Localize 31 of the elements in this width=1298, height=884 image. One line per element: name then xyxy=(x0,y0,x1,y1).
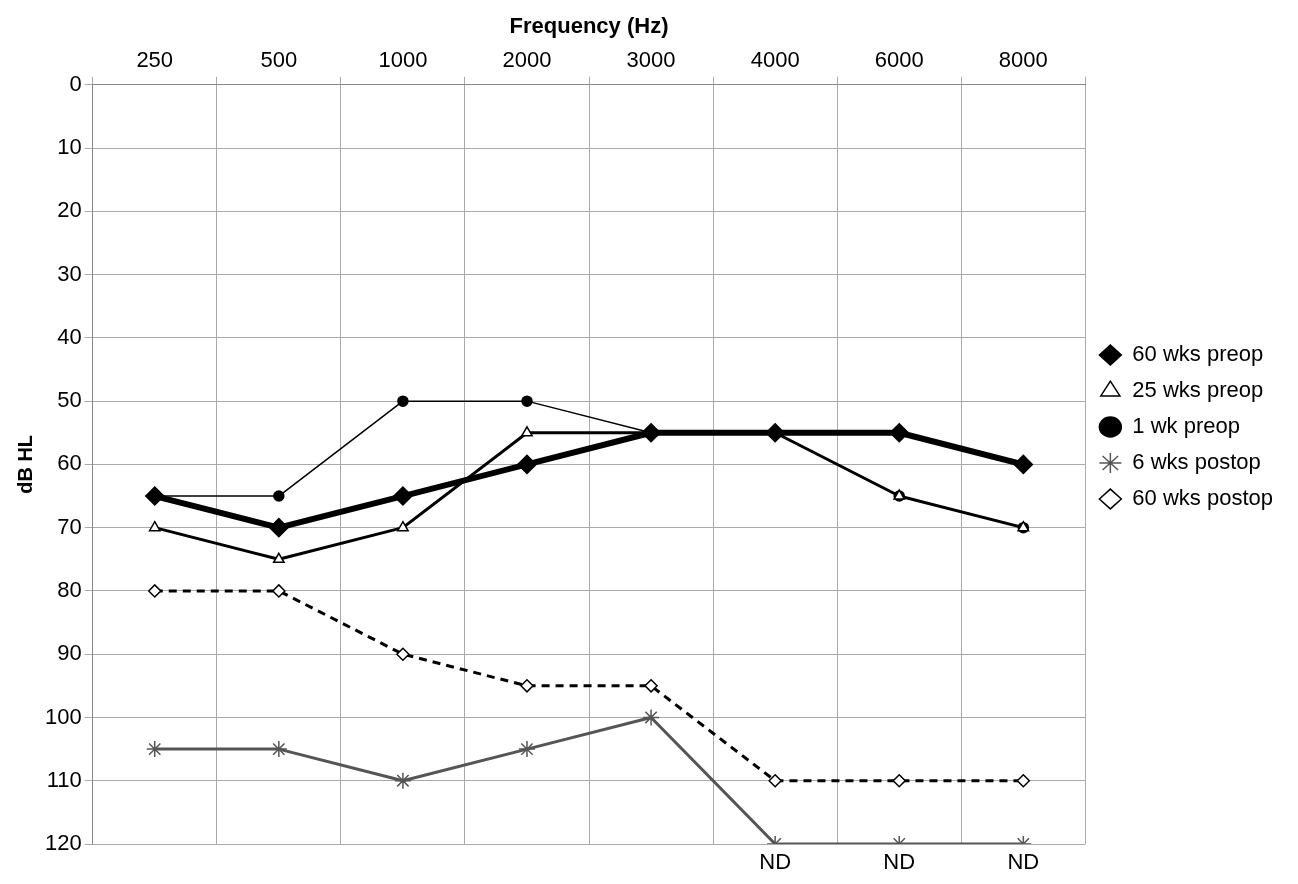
y-tick-label: 30 xyxy=(57,260,82,286)
legend-label: 60 wks preop xyxy=(1132,341,1264,367)
y-tick-label: 0 xyxy=(69,70,82,96)
annotation: ND xyxy=(883,849,916,875)
y-axis-title: dB HL xyxy=(13,434,36,494)
y-tick-label: 10 xyxy=(57,134,82,160)
y-tick-label: 110 xyxy=(46,766,82,792)
x-tick-label: 2000 xyxy=(502,46,552,72)
x-tick-label: 4000 xyxy=(750,46,800,72)
x-tick-label: 8000 xyxy=(998,46,1048,72)
legend-label: 1 wk preop xyxy=(1132,413,1240,439)
x-tick-label: 500 xyxy=(260,46,298,72)
y-tick-label: 120 xyxy=(44,830,82,856)
legend-label: 6 wks postop xyxy=(1132,449,1261,475)
y-tick-label: 50 xyxy=(57,387,82,413)
x-tick-label: 250 xyxy=(136,46,174,72)
y-tick-label: 90 xyxy=(57,640,82,666)
legend-label: 25 wks preop xyxy=(1132,377,1264,403)
annotation: ND xyxy=(759,849,792,875)
x-axis-title: Frequency (Hz) xyxy=(509,13,669,39)
legend-label: 60 wks postop xyxy=(1132,485,1273,511)
annotation: ND xyxy=(1007,849,1040,875)
y-tick-label: 80 xyxy=(57,577,82,602)
y-tick-label: 40 xyxy=(57,323,82,349)
y-tick-label: 100 xyxy=(44,703,82,729)
x-tick-label: 3000 xyxy=(626,46,676,72)
x-tick-label: 1000 xyxy=(378,46,428,72)
y-tick-label: 70 xyxy=(57,513,82,539)
y-tick-label: 60 xyxy=(57,450,82,476)
y-tick-label: 20 xyxy=(57,197,82,223)
x-tick-label: 6000 xyxy=(874,46,924,72)
